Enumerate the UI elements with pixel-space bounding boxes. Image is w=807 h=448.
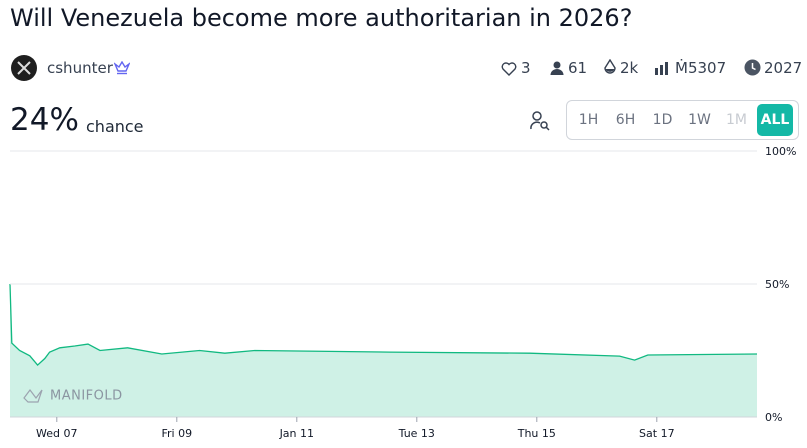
probability: 24% (10, 102, 79, 138)
time-button[interactable]: 1H (578, 112, 599, 128)
crown-icon (114, 61, 130, 75)
x-tick-label: Tue 13 (398, 427, 435, 440)
user-search-icon[interactable] (529, 110, 551, 132)
volume-amount: Ṁ5307 (675, 59, 727, 77)
area (10, 284, 757, 417)
x-tick-label: Jan 11 (279, 427, 314, 440)
x-tick-label: Wed 07 (36, 427, 77, 440)
avatar[interactable] (10, 54, 38, 82)
heart-icon[interactable] (501, 61, 517, 76)
close-date: 2027 (764, 59, 803, 77)
likes-count: 3 (521, 59, 531, 77)
y-tick-label: 0% (765, 411, 782, 424)
traders-count: 61 (568, 59, 588, 77)
x-tick-label: Sat 17 (639, 427, 675, 440)
y-tick-label: 50% (765, 278, 789, 291)
watermark: MANIFOLD (23, 389, 123, 404)
traders-icon (550, 61, 564, 75)
volume-icon (655, 62, 668, 75)
line (9, 283, 758, 367)
liquidity-icon (604, 59, 616, 74)
watermark-text: MANIFOLD (50, 389, 123, 404)
market-title: Will Venezuela become more authoritarian… (10, 4, 633, 32)
time-button[interactable]: 1M (726, 112, 747, 128)
x-tick-label: Thu 15 (517, 427, 556, 440)
time-button[interactable]: 6H (615, 112, 636, 128)
author-name[interactable]: cshunter (47, 59, 113, 77)
time-range-selector: 1H 6H 1D 1W 1M ALL (566, 100, 799, 140)
time-button[interactable]: 1W (688, 112, 711, 128)
time-button[interactable]: 1D (652, 112, 673, 128)
time-button[interactable]: ALL (757, 104, 793, 136)
y-tick-label: 100% (765, 145, 796, 158)
axes: 0% 50% 100% Wed 07 Fri 09 Jan 11 Tue 13 Thu 15 S… (10, 145, 796, 440)
liquidity-amount: 2k (620, 59, 639, 77)
clock-icon (744, 59, 761, 76)
x-tick-label: Fri 09 (161, 427, 192, 440)
probability-label: chance (86, 117, 144, 136)
